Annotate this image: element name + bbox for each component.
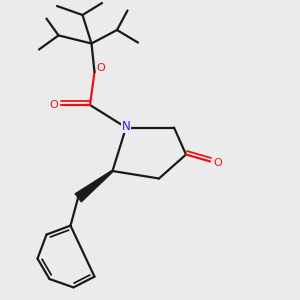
- Text: O: O: [97, 63, 106, 74]
- Text: N: N: [122, 119, 130, 133]
- Polygon shape: [75, 170, 113, 202]
- Text: O: O: [213, 158, 222, 168]
- Text: O: O: [50, 100, 58, 110]
